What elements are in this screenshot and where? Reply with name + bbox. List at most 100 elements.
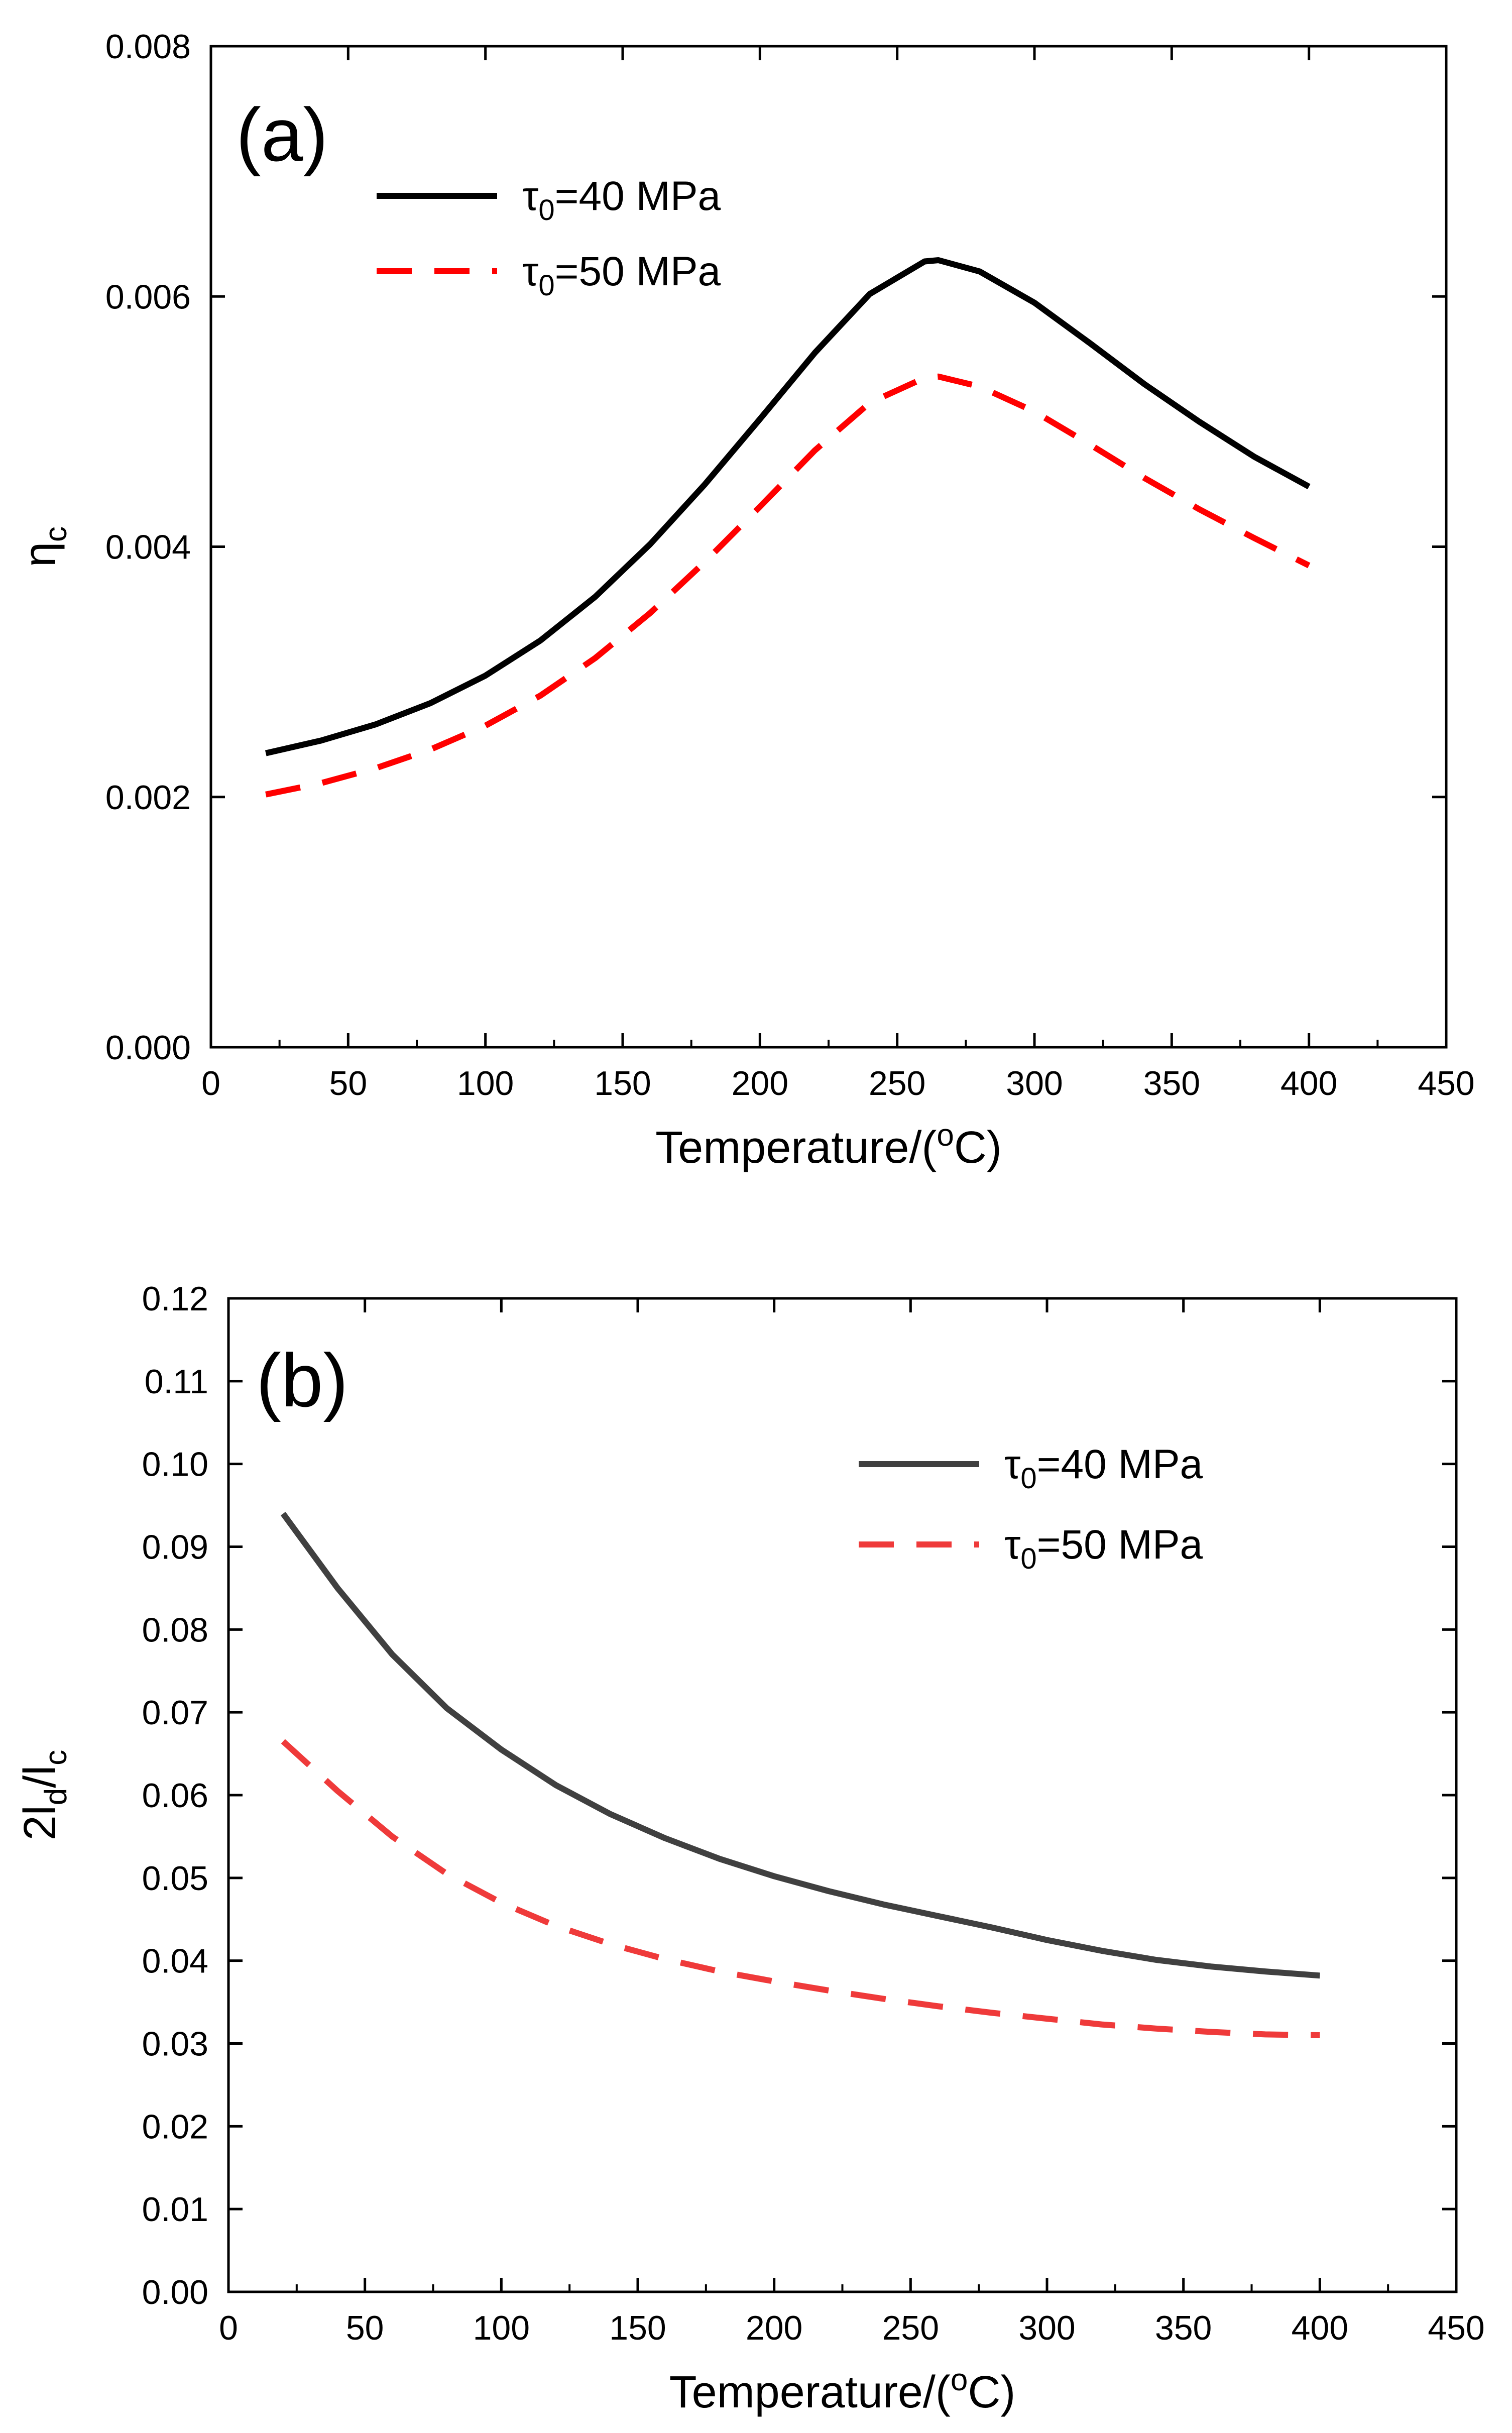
y-tick-label-text: 0.004 — [105, 528, 191, 567]
x-tick-label: 350 — [1155, 2309, 1212, 2347]
y-tick-label-text: 0.04 — [142, 1942, 208, 1980]
y-tick-label-text: 0.08 — [142, 1611, 208, 1649]
x-tick-label-text: 200 — [746, 2309, 802, 2347]
x-tick-label: 250 — [869, 1064, 925, 1102]
x-tick-label: 400 — [1292, 2309, 1348, 2347]
legend-label-sub: 0 — [1020, 1542, 1036, 1575]
x-tick-label: 250 — [882, 2309, 939, 2347]
x-tick-label-text: 0 — [219, 2309, 238, 2347]
x-tick-label-text: 150 — [594, 1064, 651, 1102]
x-tick-label: 450 — [1418, 1064, 1474, 1102]
legend-label-suffix: =50 MPa — [1037, 1522, 1203, 1568]
y-axis-title-group: 2ld/lc — [15, 1750, 73, 1841]
y-tick-label: 0.004 — [105, 528, 191, 567]
legend-label-prefix: τ — [522, 173, 538, 219]
y-tick-label-text: 0.11 — [145, 1363, 208, 1401]
y-tick-label: 0.10 — [142, 1446, 208, 1484]
x-tick-label-text: 400 — [1292, 2309, 1348, 2347]
x-tick-label: 50 — [346, 2309, 384, 2347]
x-axis-title-sup: o — [951, 2363, 968, 2397]
x-tick-label-text: 100 — [473, 2309, 530, 2347]
y-axis-title-sub2: c — [39, 1750, 73, 1765]
x-tick-label: 200 — [746, 2309, 802, 2347]
legend-label-sub: 0 — [1020, 1462, 1036, 1495]
x-tick-label: 50 — [329, 1064, 368, 1102]
x-tick-label: 0 — [219, 2309, 238, 2347]
legend-label-1: τ0=40 MPa — [522, 173, 721, 227]
x-tick-label-text: 450 — [1428, 2309, 1484, 2347]
x-tick-label-text: 50 — [346, 2309, 384, 2347]
x-tick-label-text: 400 — [1281, 1064, 1337, 1102]
legend-label-prefix: τ — [1004, 1522, 1020, 1568]
legend-label-sub: 0 — [538, 269, 554, 302]
chart-panel-a: 0 50 100 150 200 250 300 350 400 450 0.000 0.002 0.0… — [15, 28, 1475, 1173]
y-tick-label-text: 0.000 — [105, 1029, 191, 1067]
x-tick-label-text: 350 — [1155, 2309, 1212, 2347]
x-tick-label: 100 — [473, 2309, 530, 2347]
x-tick-label-text: 300 — [1006, 1064, 1063, 1102]
x-tick-label-text: 300 — [1018, 2309, 1075, 2347]
y-axis-title-mid: /l — [15, 1765, 65, 1788]
legend-label-suffix: =50 MPa — [555, 249, 721, 294]
x-tick-label-text: 200 — [732, 1064, 788, 1102]
x-axis-title-end: C) — [968, 2367, 1015, 2417]
x-tick-label-text: 450 — [1418, 1064, 1474, 1102]
series-line-1 — [280, 1512, 1320, 1979]
y-tick-label-text: 0.02 — [142, 2108, 208, 2146]
y-tick-label: 0.01 — [142, 2190, 208, 2229]
x-axis-title-sup: o — [937, 1118, 954, 1153]
x-tick-label-text: 0 — [201, 1064, 220, 1102]
panel-label-text: (b) — [256, 1338, 348, 1422]
panel-label-text: (a) — [236, 92, 328, 177]
plot-frame — [227, 1297, 1458, 2293]
x-tick-label-text: 250 — [882, 2309, 939, 2347]
x-tick-label: 0 — [201, 1064, 220, 1102]
y-tick-label-text: 0.10 — [142, 1446, 208, 1484]
y-axis-title-group: ηc — [15, 526, 73, 567]
y-tick-label-text: 0.05 — [142, 1859, 208, 1898]
y-tick-label: 0.006 — [105, 278, 191, 316]
legend-label-prefix: τ — [522, 249, 538, 294]
y-tick-label-text: 0.00 — [142, 2273, 208, 2311]
y-tick-label-text: 0.12 — [142, 1280, 208, 1318]
x-axis-title: Temperature/(oC) — [655, 1118, 1002, 1173]
y-axis-title-text: 2l — [15, 1805, 65, 1840]
x-tick-label: 350 — [1143, 1064, 1200, 1102]
y-tick-label-text: 0.006 — [105, 278, 191, 316]
x-tick-label-text: 50 — [329, 1064, 368, 1102]
y-tick-label-text: 0.01 — [142, 2190, 208, 2229]
legend-label-1: τ0=40 MPa — [1004, 1442, 1203, 1495]
y-axis-title-text: η — [15, 542, 65, 567]
y-tick-label: 0.008 — [105, 28, 191, 66]
y-tick-label: 0.000 — [105, 1029, 191, 1067]
x-axis-title-text: Temperature/( — [669, 2367, 951, 2417]
legend-label-suffix: =40 MPa — [555, 173, 721, 219]
x-tick-label-text: 350 — [1143, 1064, 1200, 1102]
y-tick-label-text: 0.09 — [142, 1528, 208, 1567]
y-tick-label: 0.00 — [142, 2273, 208, 2311]
x-tick-label: 300 — [1006, 1064, 1063, 1102]
x-axis-title-end: C) — [954, 1123, 1002, 1173]
y-tick-label-text: 0.07 — [142, 1694, 208, 1732]
x-tick-label: 450 — [1428, 2309, 1484, 2347]
x-tick-label-text: 150 — [609, 2309, 666, 2347]
x-tick-label: 150 — [609, 2309, 666, 2347]
series-line-2 — [281, 1739, 1320, 2038]
y-tick-label-text: 0.06 — [142, 1777, 208, 1815]
x-tick-label-text: 250 — [869, 1064, 925, 1102]
x-tick-label: 400 — [1281, 1064, 1337, 1102]
y-tick-label: 0.07 — [142, 1694, 208, 1732]
y-tick-label: 0.12 — [142, 1280, 208, 1318]
y-tick-label: 0.02 — [142, 2108, 208, 2146]
x-tick-label-text: 100 — [457, 1064, 514, 1102]
panel-label: (b) — [256, 1338, 348, 1422]
x-tick-label: 100 — [457, 1064, 514, 1102]
y-axis-title-sub: d — [39, 1788, 73, 1805]
y-axis-title: 2ld/lc — [15, 1750, 73, 1841]
y-tick-label-text: 0.03 — [142, 2025, 208, 2063]
legend-label-sub: 0 — [538, 194, 554, 227]
y-tick-label: 0.05 — [142, 1859, 208, 1898]
x-tick-label: 300 — [1018, 2309, 1075, 2347]
x-axis-title-text: Temperature/( — [655, 1123, 937, 1173]
